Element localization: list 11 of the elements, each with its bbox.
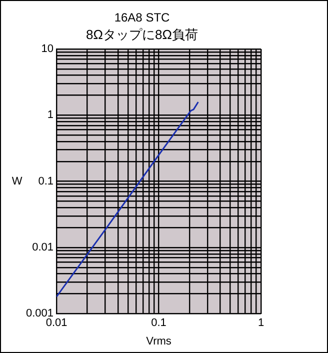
chart-title: 16A8 STC bbox=[114, 10, 170, 25]
x-tick-label: 0.1 bbox=[151, 317, 166, 330]
y-tick-label: 10 bbox=[41, 43, 54, 56]
x-tick-label: 1 bbox=[258, 317, 264, 330]
y-tick-label: 1 bbox=[47, 109, 54, 122]
y-axis-title: W bbox=[12, 175, 23, 188]
y-tick-label: 0.001 bbox=[26, 308, 54, 320]
x-axis-title: Vrms bbox=[146, 335, 172, 348]
y-tick-label: 0.01 bbox=[32, 241, 54, 254]
y-tick-label: 0.1 bbox=[38, 175, 54, 188]
chart-subtitle: 8Ωタップに8Ω負荷 bbox=[86, 26, 198, 42]
